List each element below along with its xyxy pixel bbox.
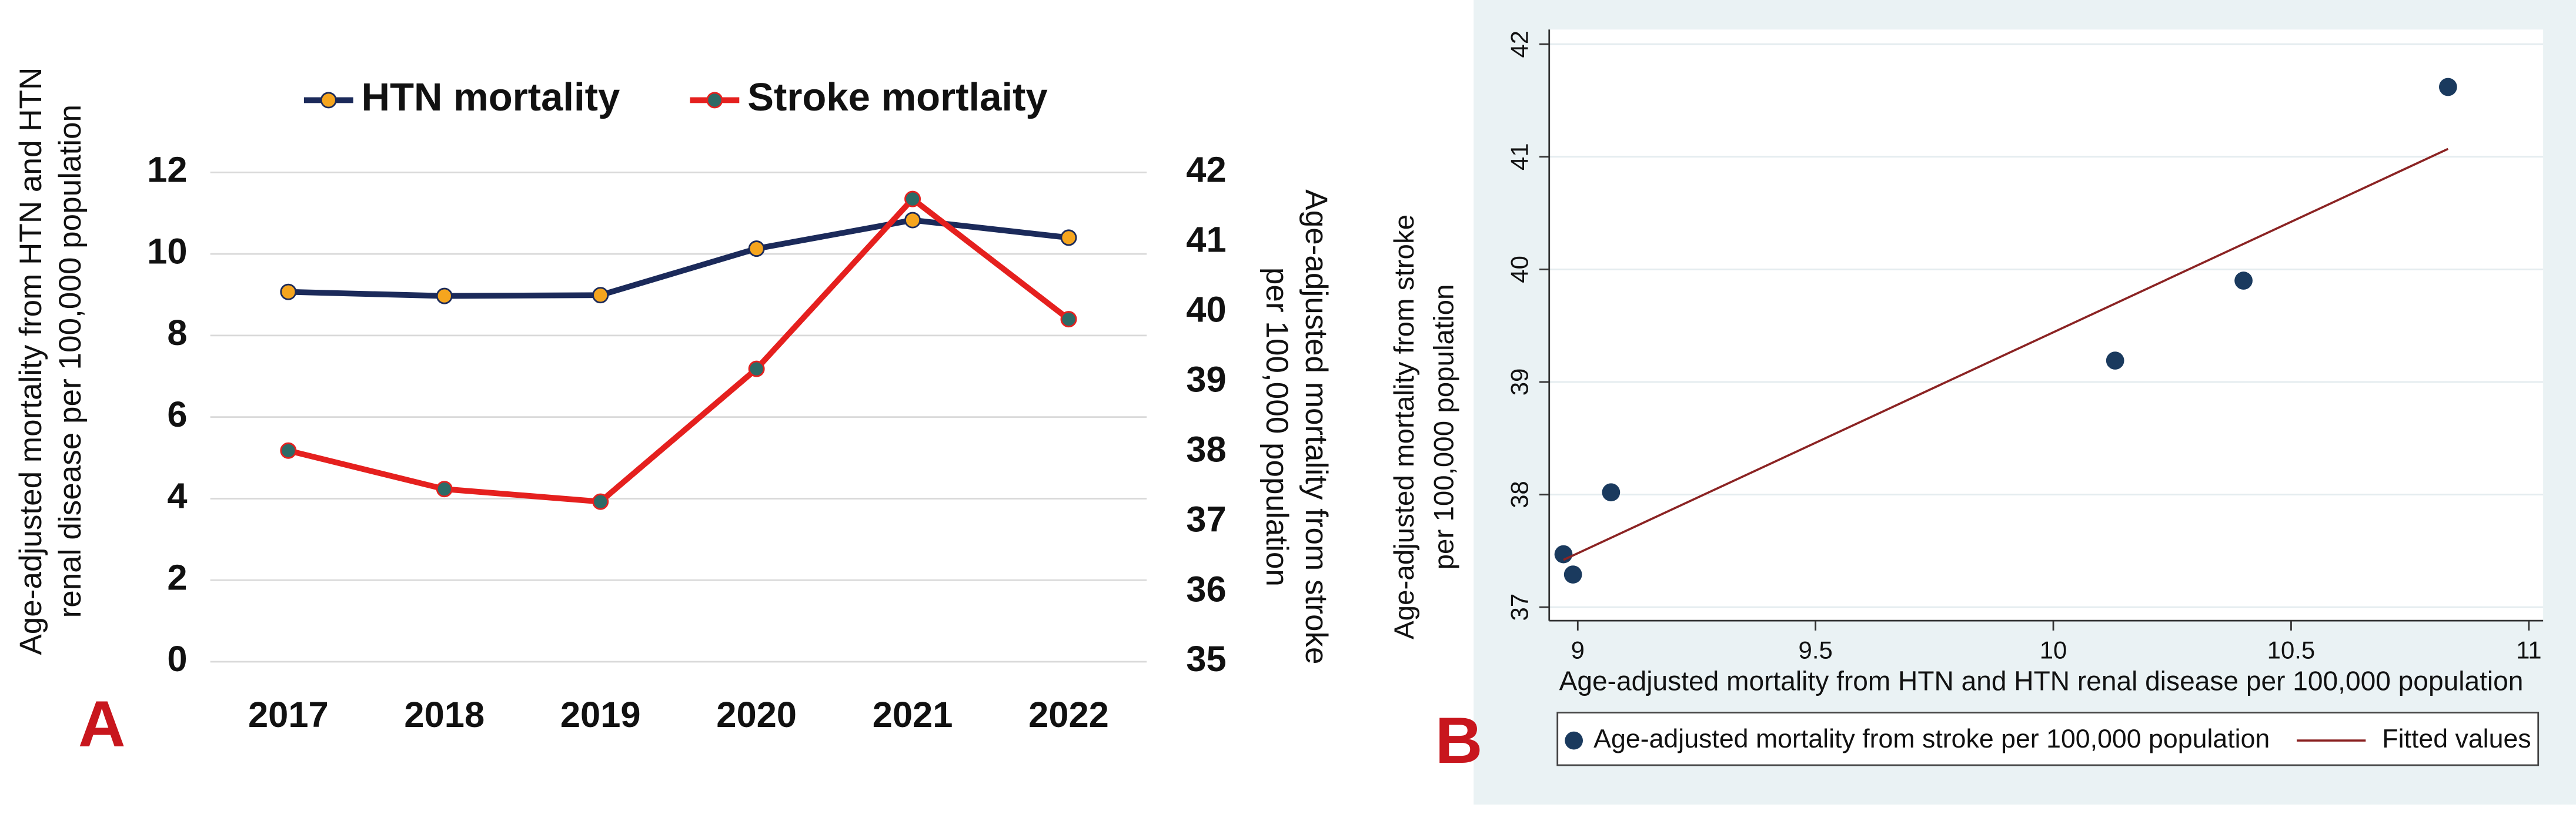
- panel-label: A: [78, 687, 126, 760]
- marker: [1060, 311, 1077, 328]
- series-line: [288, 217, 1070, 299]
- y-tick-label: 2: [167, 557, 187, 598]
- point: [1602, 483, 1621, 502]
- x-tick-label: 2018: [404, 695, 485, 735]
- x-tick-label: 2021: [873, 695, 953, 735]
- legend-box: [1556, 712, 2540, 766]
- x-tick-label: 2017: [248, 695, 329, 735]
- y-tick-label: 12: [147, 150, 187, 190]
- legend-label: Fitted values: [2382, 725, 2531, 753]
- fitted-line: [1563, 148, 2449, 561]
- y-tick-label: 10: [147, 231, 187, 272]
- y-tick-label: 0: [167, 639, 187, 679]
- legend-label: HTN mortality: [362, 75, 620, 119]
- point: [2106, 351, 2124, 370]
- x-tick-label: 11: [2516, 636, 2542, 663]
- y-tick-label: 41: [1505, 143, 1533, 170]
- series-line: [288, 196, 1071, 505]
- y2-tick-label: 35: [1186, 639, 1226, 679]
- marker: [280, 283, 297, 300]
- x-tick-label: 10: [2040, 636, 2067, 663]
- legend-label: Stroke mortlaity: [747, 75, 1047, 119]
- x-tick-label: 2019: [560, 695, 641, 735]
- legend-marker: [320, 92, 337, 109]
- marker: [436, 481, 453, 498]
- y-tick-label: 42: [1505, 31, 1533, 58]
- y-tick-label: 6: [167, 394, 187, 435]
- legend-marker: [1565, 731, 1583, 750]
- y-axis-title: Age-adjusted mortality from HTN and HTN: [14, 68, 48, 655]
- y-tick-label: 37: [1505, 594, 1533, 621]
- y2-tick-label: 39: [1186, 359, 1226, 400]
- y2-tick-label: 38: [1186, 429, 1226, 470]
- marker: [436, 287, 453, 304]
- marker: [748, 360, 765, 377]
- x-tick-label: 10.5: [2267, 636, 2316, 663]
- y-tick-label: 8: [167, 313, 187, 353]
- y-axis-title: per 100,000 population: [1428, 284, 1459, 570]
- point: [1554, 545, 1573, 564]
- plot-area: [1549, 29, 2544, 621]
- x-tick-label: 2022: [1028, 695, 1109, 735]
- y2-axis-title: Age-adjusted mortality from stroke: [1299, 189, 1334, 664]
- y-axis-title: renal disease per 100,000 population: [53, 105, 88, 618]
- y-axis-title: Age-adjusted mortality from stroke: [1389, 215, 1420, 639]
- marker: [1060, 229, 1077, 246]
- point: [1563, 565, 1582, 584]
- point: [2234, 272, 2253, 290]
- x-tick-label: 9.5: [1799, 636, 1833, 663]
- marker: [904, 190, 921, 207]
- y-tick-label: 38: [1505, 481, 1533, 508]
- legend-label: Age-adjusted mortality from stroke per 1…: [1593, 725, 2270, 753]
- y-tick-label: 40: [1505, 256, 1533, 283]
- marker: [904, 212, 921, 229]
- legend-marker: [706, 92, 723, 109]
- x-tick-label: 9: [1571, 636, 1585, 663]
- marker: [748, 240, 765, 257]
- marker: [592, 287, 609, 304]
- y2-axis-title: per 100,000 population: [1259, 267, 1294, 587]
- x-axis-title: Age-adjusted mortality from HTN and HTN …: [1559, 665, 2524, 696]
- marker: [592, 493, 609, 510]
- point: [2438, 78, 2457, 96]
- marker: [280, 442, 297, 459]
- y-tick-label: 4: [167, 476, 187, 517]
- y2-tick-label: 42: [1186, 150, 1226, 190]
- y2-tick-label: 37: [1186, 499, 1226, 539]
- y2-tick-label: 40: [1186, 289, 1226, 330]
- y2-tick-label: 36: [1186, 569, 1226, 609]
- y2-tick-label: 41: [1186, 220, 1226, 260]
- x-tick-label: 2020: [716, 695, 797, 735]
- panel-label: B: [1435, 703, 1483, 777]
- y-tick-label: 39: [1505, 368, 1533, 396]
